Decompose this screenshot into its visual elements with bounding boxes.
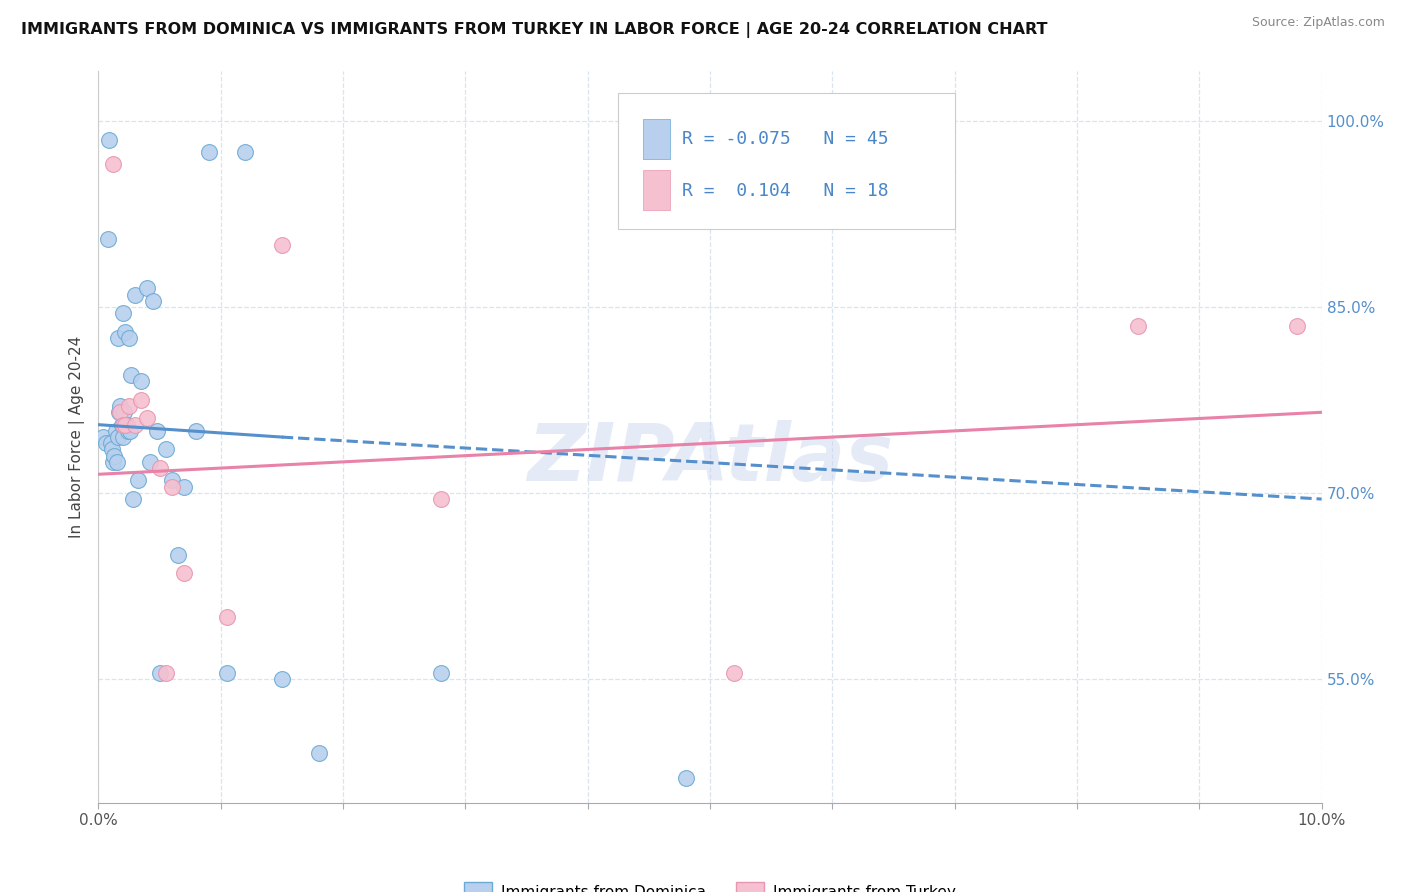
Point	[107, 331, 129, 345]
Point	[308, 746, 330, 760]
Point	[97, 232, 120, 246]
Point	[114, 417, 136, 432]
Point	[129, 392, 152, 407]
Point	[101, 442, 124, 457]
Point	[160, 480, 183, 494]
Point	[114, 325, 136, 339]
Point	[167, 548, 190, 562]
Point	[124, 287, 146, 301]
Point	[112, 405, 135, 419]
Y-axis label: In Labor Force | Age 20-24: In Labor Force | Age 20-24	[69, 336, 84, 538]
Point	[136, 281, 159, 295]
Point	[94, 436, 117, 450]
Point	[142, 293, 165, 308]
Point	[111, 417, 134, 432]
Point	[233, 145, 256, 159]
Point	[139, 455, 162, 469]
Point	[101, 455, 124, 469]
Point	[129, 374, 152, 388]
FancyBboxPatch shape	[643, 119, 669, 159]
Point	[91, 430, 114, 444]
Text: R =  0.104   N = 18: R = 0.104 N = 18	[682, 182, 889, 200]
Text: Source: ZipAtlas.com: Source: ZipAtlas.com	[1251, 16, 1385, 29]
Point	[103, 449, 125, 463]
Point	[124, 417, 146, 432]
Text: IMMIGRANTS FROM DOMINICA VS IMMIGRANTS FROM TURKEY IN LABOR FORCE | AGE 20-24 CO: IMMIGRANTS FROM DOMINICA VS IMMIGRANTS F…	[21, 22, 1047, 38]
Point	[127, 474, 149, 488]
Point	[1128, 318, 1150, 333]
Point	[1286, 318, 1309, 333]
Text: R = -0.075   N = 45: R = -0.075 N = 45	[682, 130, 889, 148]
Point	[215, 665, 238, 680]
Point	[149, 665, 172, 680]
Point	[101, 157, 124, 171]
FancyBboxPatch shape	[619, 94, 955, 228]
Point	[110, 405, 132, 419]
Point	[197, 145, 219, 159]
Point	[430, 665, 453, 680]
Text: ZIPAtlas: ZIPAtlas	[527, 420, 893, 498]
Point	[104, 424, 127, 438]
Point	[173, 566, 195, 581]
Point	[117, 424, 139, 438]
Point	[111, 417, 134, 432]
Point	[155, 665, 177, 680]
Point	[186, 424, 208, 438]
Point	[107, 430, 129, 444]
Point	[98, 132, 121, 146]
Point	[100, 436, 122, 450]
Legend: Immigrants from Dominica, Immigrants from Turkey: Immigrants from Dominica, Immigrants fro…	[458, 876, 962, 892]
Point	[105, 455, 128, 469]
Point	[120, 424, 142, 438]
Point	[120, 368, 142, 383]
Point	[155, 442, 177, 457]
FancyBboxPatch shape	[643, 170, 669, 211]
Point	[111, 430, 134, 444]
Point	[173, 480, 195, 494]
Point	[121, 491, 143, 506]
Point	[270, 238, 294, 252]
Point	[118, 331, 141, 345]
Point	[430, 491, 453, 506]
Point	[146, 424, 169, 438]
Point	[160, 474, 183, 488]
Point	[149, 461, 172, 475]
Point	[111, 306, 134, 320]
Point	[118, 399, 141, 413]
Point	[136, 411, 159, 425]
Point	[108, 405, 131, 419]
Point	[215, 610, 238, 624]
Point	[115, 417, 138, 432]
Point	[270, 672, 294, 686]
Point	[723, 665, 745, 680]
Point	[110, 399, 132, 413]
Point	[675, 771, 697, 785]
